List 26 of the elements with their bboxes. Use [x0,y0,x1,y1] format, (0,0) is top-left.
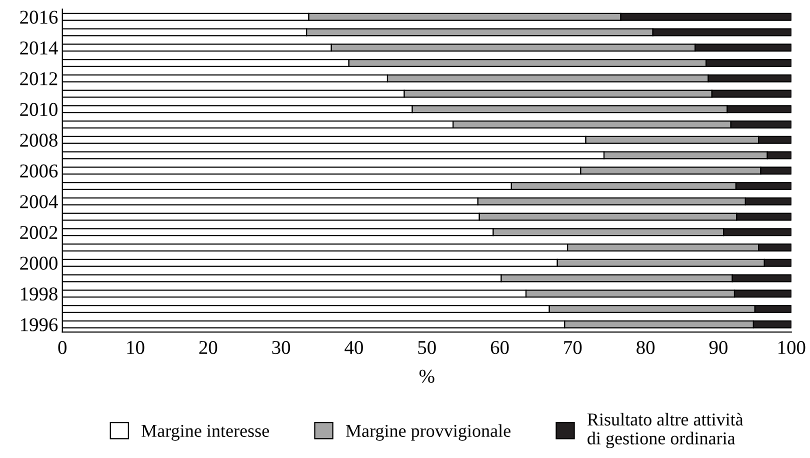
y-tick-label: 1996 [21,318,58,332]
y-tick-label: 2004 [20,195,58,208]
y-tick-label: 2010 [20,102,58,116]
x-tick-label: 40 [344,340,363,354]
x-tick-label: 30 [272,340,290,354]
y-tick-label: 2014 [20,41,58,55]
y-tick-label: 2012 [20,72,58,86]
legend-label: Margine provvigionale [346,424,510,441]
x-tick-label: 0 [58,340,66,354]
x-tick-label: 70 [564,340,582,354]
x-tick-label: 50 [418,340,436,354]
x-tick-label: 20 [199,340,218,354]
x-tick-label: 80 [636,340,655,354]
y-tick-label: 2006 [20,164,58,178]
x-tick-label: 10 [127,340,144,354]
y-tick-label: 2002 [20,226,58,240]
x-axis-title: % [419,370,434,383]
y-tick-label: 2016 [20,10,58,24]
y-tick-label: 1998 [21,287,58,301]
x-tick-label: 60 [490,340,509,354]
legend-label: Margine interesse [142,424,269,441]
y-tick-label: 2008 [20,134,58,147]
x-tick-label: 100 [778,340,806,354]
x-tick-label: 90 [709,340,728,354]
legend-label: Risultato altre attività di gestione ordinaria [587,412,744,448]
y-tick-label: 2000 [20,256,58,270]
